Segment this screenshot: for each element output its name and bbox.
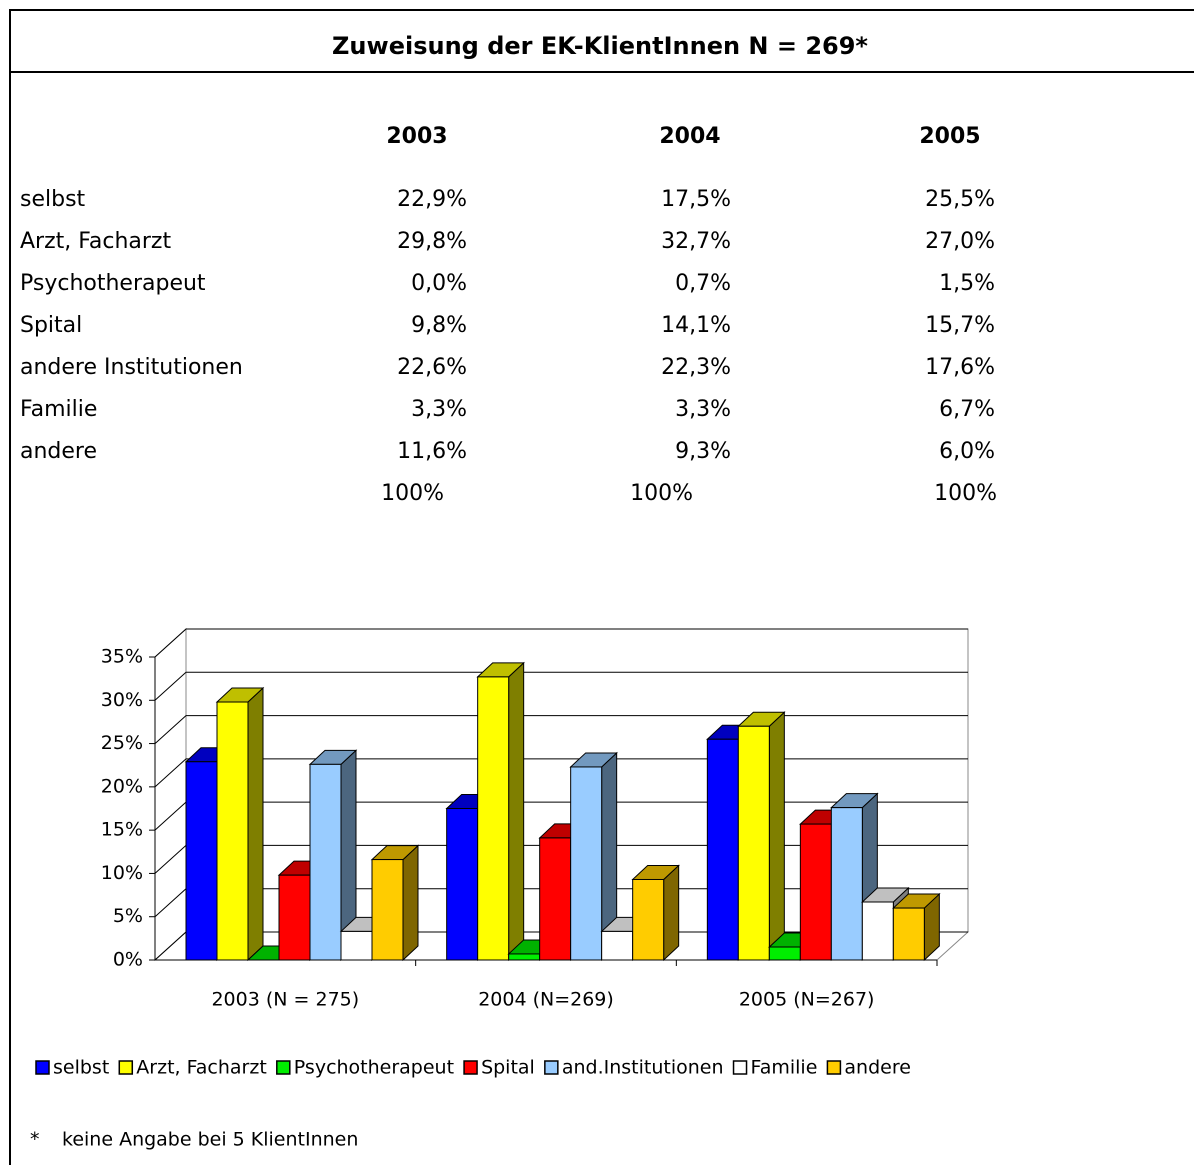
y-tick-label: 25% bbox=[101, 732, 143, 754]
bar bbox=[309, 763, 342, 961]
cell: 32,7% bbox=[661, 229, 731, 254]
legend-label: Spital bbox=[481, 1057, 535, 1079]
x-tick-label: 2003 (N = 275) bbox=[211, 989, 359, 1011]
column-header: 2003 bbox=[386, 124, 447, 149]
total: 100% bbox=[934, 481, 997, 506]
cell: 17,6% bbox=[925, 355, 995, 380]
bar-side bbox=[247, 686, 264, 962]
row-label: Psychotherapeut bbox=[20, 271, 206, 296]
footnote: keine Angabe bei 5 KlientInnen bbox=[62, 1129, 358, 1151]
cell: 0,7% bbox=[675, 271, 731, 296]
legend-label: Psychotherapeut bbox=[294, 1057, 454, 1079]
grid-line bbox=[154, 715, 968, 744]
legend-label: Familie bbox=[751, 1057, 818, 1079]
legend-swatch bbox=[826, 1060, 842, 1075]
bar bbox=[216, 701, 249, 961]
legend-swatch bbox=[544, 1060, 559, 1075]
y-tick-label: 30% bbox=[101, 689, 143, 711]
row-label: selbst bbox=[20, 187, 86, 212]
bar bbox=[477, 676, 510, 961]
cell: 22,3% bbox=[661, 355, 731, 380]
bar bbox=[508, 953, 541, 961]
bar-side bbox=[768, 711, 785, 962]
bar bbox=[601, 930, 634, 961]
cell: 22,9% bbox=[397, 187, 467, 212]
bar-side bbox=[663, 864, 680, 962]
row-label: Familie bbox=[20, 397, 97, 422]
legend-label: Arzt, Facharzt bbox=[136, 1057, 267, 1079]
y-tick-label: 5% bbox=[113, 905, 143, 927]
legend-swatch bbox=[732, 1060, 748, 1075]
y-tick-label: 10% bbox=[101, 862, 143, 884]
row-label: Arzt, Facharzt bbox=[20, 229, 171, 254]
cell: 0,0% bbox=[411, 271, 467, 296]
cell: 17,5% bbox=[661, 187, 731, 212]
bar bbox=[706, 738, 739, 961]
footnote-marker: * bbox=[30, 1129, 40, 1151]
bar bbox=[892, 907, 925, 961]
legend-label: selbst bbox=[53, 1057, 109, 1079]
cell: 25,5% bbox=[925, 187, 995, 212]
cell: 3,3% bbox=[411, 397, 467, 422]
bar-side bbox=[508, 661, 525, 962]
bar bbox=[539, 837, 572, 961]
side-wall bbox=[154, 627, 187, 962]
total: 100% bbox=[630, 481, 693, 506]
row-label: andere Institutionen bbox=[20, 355, 243, 380]
bar bbox=[632, 878, 665, 961]
cell: 6,0% bbox=[939, 439, 995, 464]
cell: 15,7% bbox=[925, 313, 995, 338]
bar bbox=[278, 874, 311, 961]
y-tick-label: 20% bbox=[101, 775, 143, 797]
y-tick-label: 15% bbox=[101, 819, 143, 841]
row-label: andere bbox=[20, 439, 97, 464]
grid-line bbox=[154, 628, 968, 658]
cell: 27,0% bbox=[925, 229, 995, 254]
cell: 6,7% bbox=[939, 397, 995, 422]
grid-line bbox=[154, 671, 968, 701]
cell: 1,5% bbox=[939, 271, 995, 296]
cell: 9,3% bbox=[675, 439, 731, 464]
frame bbox=[9, 9, 1194, 1165]
row-label: Spital bbox=[20, 313, 82, 338]
column-header: 2004 bbox=[659, 124, 720, 149]
cell: 9,8% bbox=[411, 313, 467, 338]
bar bbox=[340, 930, 373, 961]
legend-swatch bbox=[276, 1060, 291, 1075]
bar-side bbox=[402, 844, 419, 962]
bar bbox=[768, 946, 801, 961]
bar bbox=[737, 725, 770, 961]
title: Zuweisung der EK-KlientInnen N = 269* bbox=[332, 32, 868, 60]
bar bbox=[861, 901, 894, 961]
bar bbox=[446, 808, 479, 961]
bar bbox=[830, 807, 863, 961]
cell: 29,8% bbox=[397, 229, 467, 254]
cell: 11,6% bbox=[397, 439, 467, 464]
legend-swatch bbox=[118, 1060, 134, 1075]
cell: 22,6% bbox=[397, 355, 467, 380]
legend-label: and.Institutionen bbox=[562, 1057, 724, 1079]
y-tick-label: 0% bbox=[113, 949, 143, 971]
bar bbox=[371, 859, 404, 961]
total: 100% bbox=[381, 481, 444, 506]
y-tick-label: 35% bbox=[101, 646, 143, 668]
column-header: 2005 bbox=[919, 124, 980, 149]
x-tick-label: 2005 (N=267) bbox=[739, 989, 875, 1011]
bar bbox=[185, 761, 218, 961]
legend-label: andere bbox=[844, 1057, 911, 1079]
legend-swatch bbox=[463, 1060, 478, 1075]
legend-swatch bbox=[35, 1060, 50, 1075]
x-tick-label: 2004 (N=269) bbox=[478, 989, 614, 1011]
cell: 14,1% bbox=[661, 313, 731, 338]
bar bbox=[799, 823, 832, 961]
cell: 3,3% bbox=[675, 397, 731, 422]
bar bbox=[570, 766, 603, 961]
